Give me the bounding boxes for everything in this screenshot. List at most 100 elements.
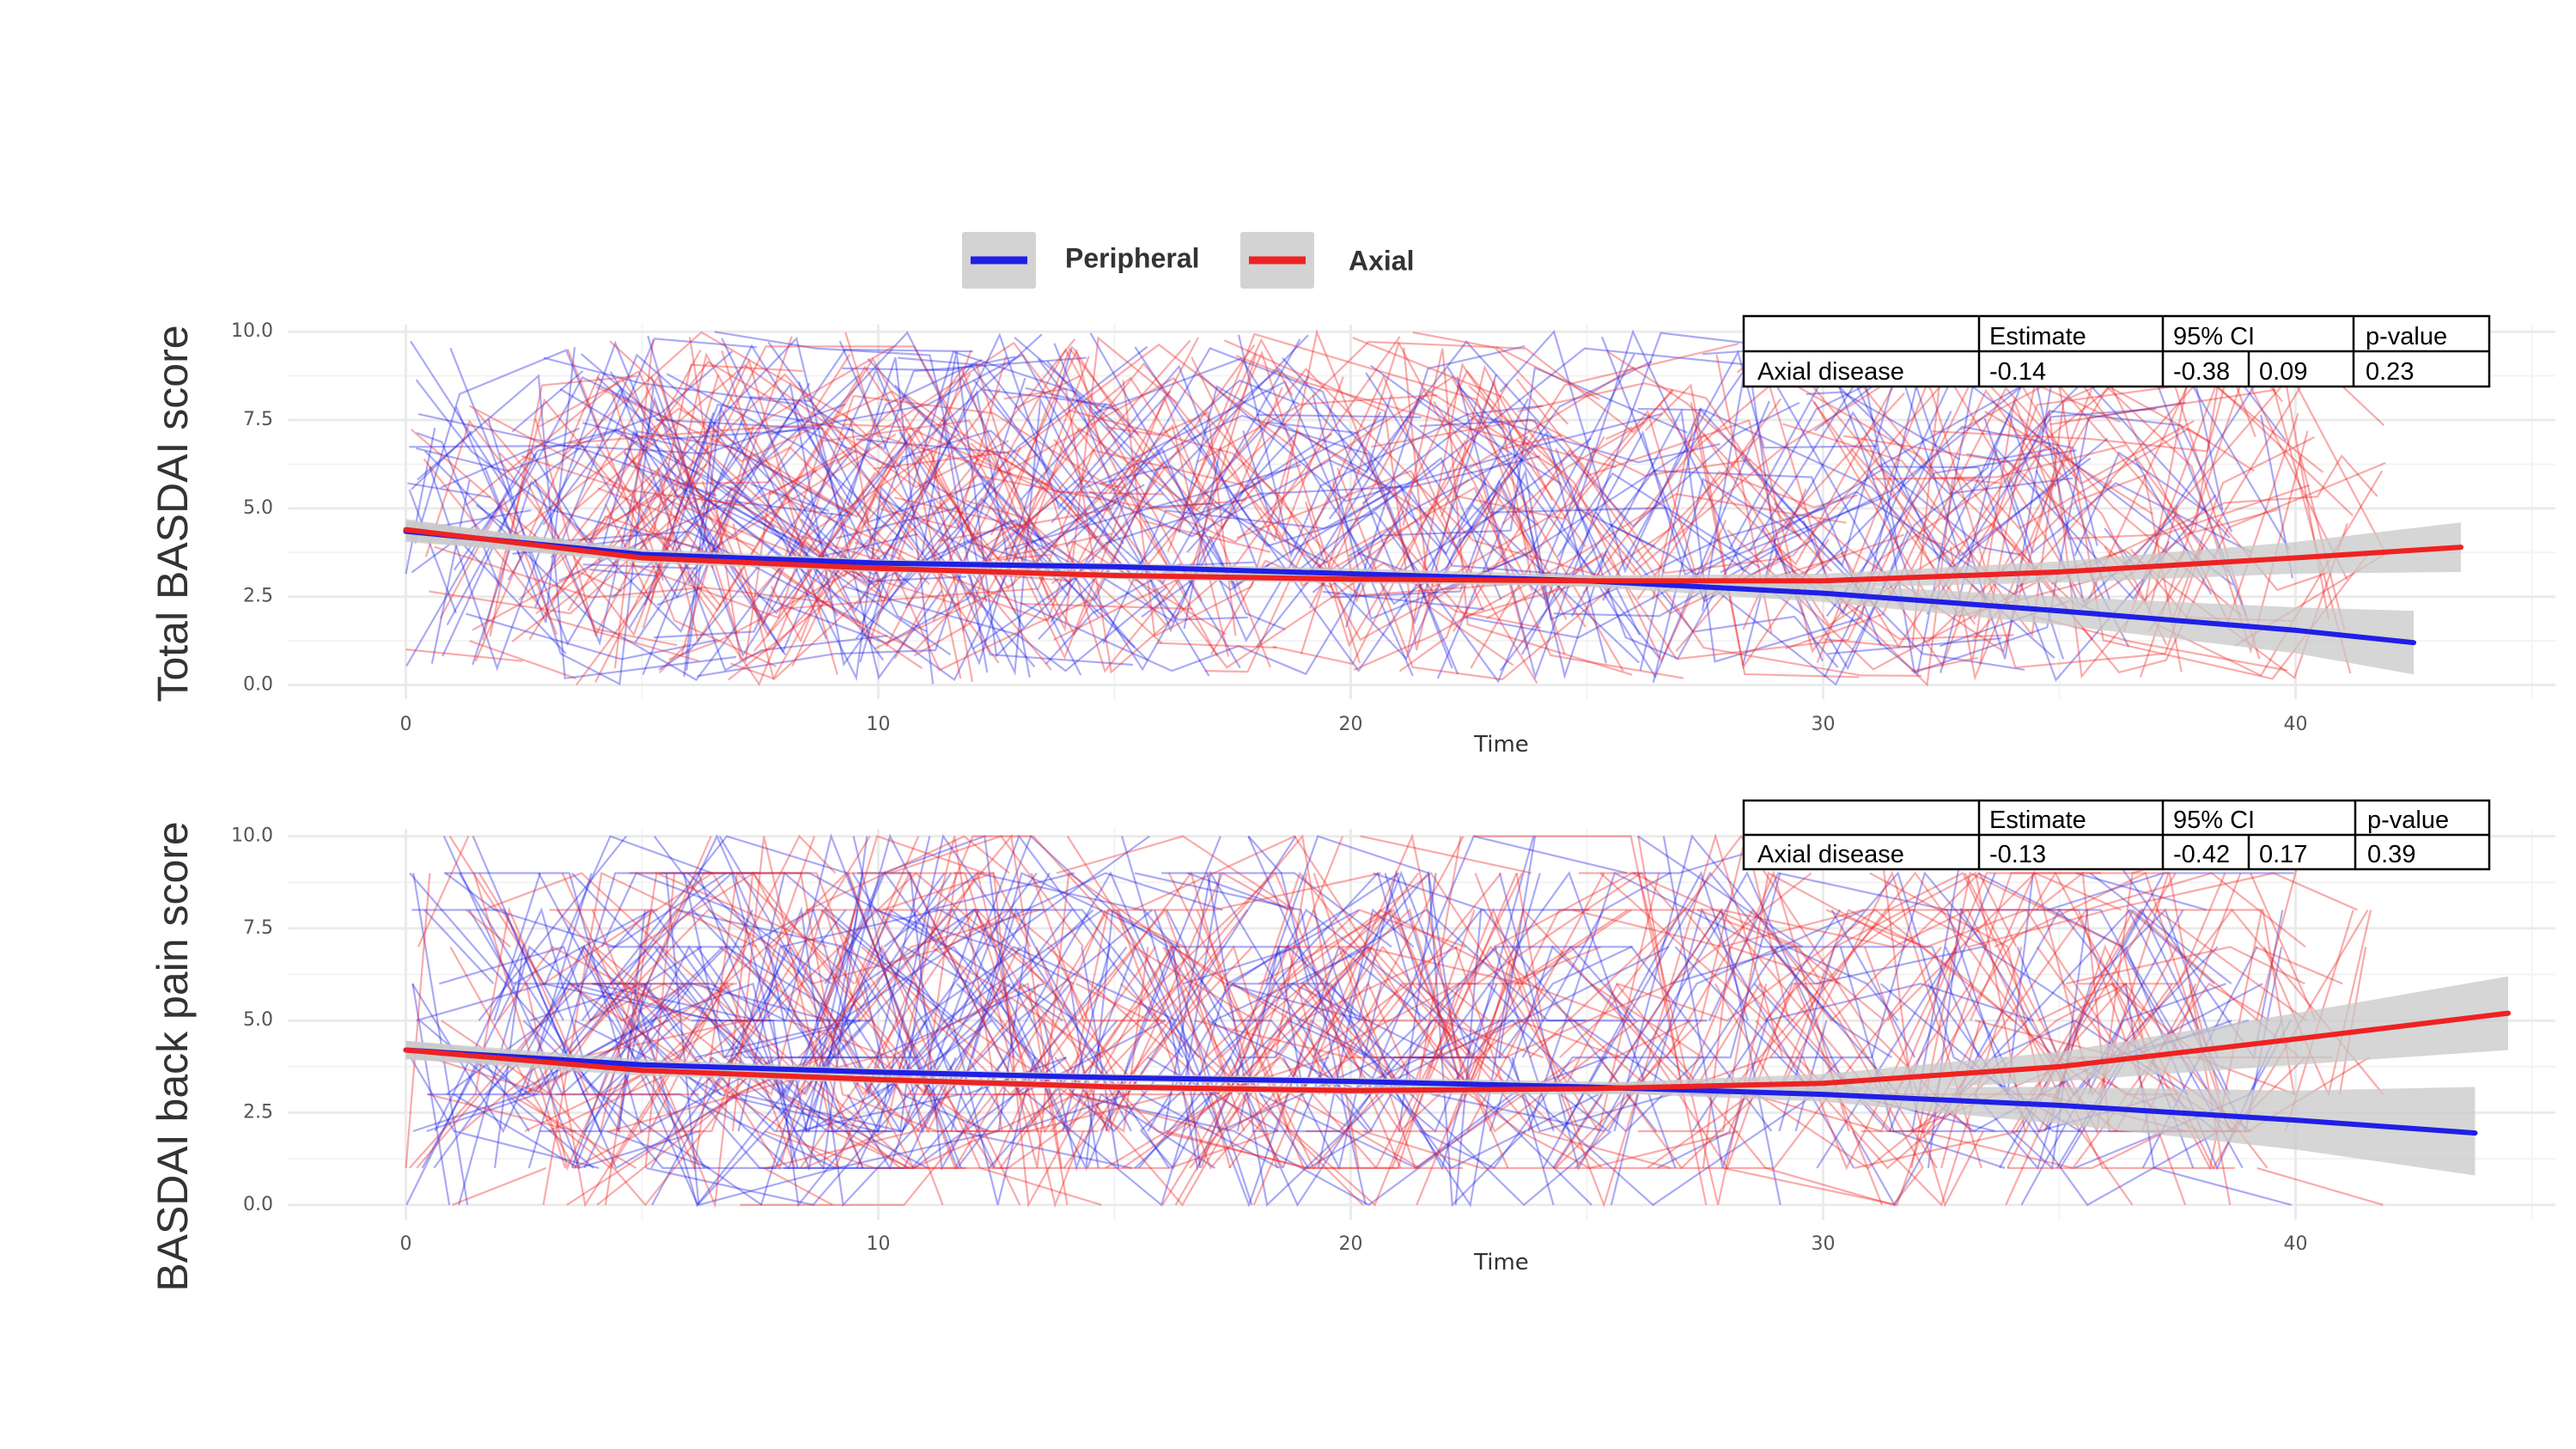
- trajectory-peripheral: [1183, 446, 1222, 630]
- legend-label-axial: Axial: [1349, 245, 1414, 276]
- trajectory-axial: [1919, 982, 2270, 1170]
- trajectory-peripheral: [411, 403, 846, 574]
- trajectory-axial: [1362, 1129, 1602, 1169]
- trajectory-peripheral: [1576, 508, 1656, 548]
- trajectory-peripheral: [430, 479, 471, 664]
- legend-item-peripheral: Peripheral: [962, 232, 1200, 289]
- trajectory-peripheral: [1419, 873, 1781, 1170]
- trajectory-axial: [732, 836, 910, 1169]
- trajectory-axial: [1442, 983, 1490, 1022]
- trajectory-peripheral: [1044, 563, 1241, 669]
- trajectory-axial: [1318, 983, 1460, 1059]
- trajectory-peripheral: [718, 836, 1038, 1097]
- legend: Peripheral Axial: [962, 232, 1414, 289]
- trajectory-peripheral: [570, 872, 1178, 1059]
- trajectory-peripheral: [1888, 401, 2186, 674]
- trajectory-axial: [629, 872, 1099, 1133]
- trajectory-axial: [591, 870, 958, 1209]
- trajectory-peripheral: [2124, 946, 2283, 1171]
- trajectory-axial: [824, 833, 1063, 1169]
- trajectory-axial: [534, 353, 851, 638]
- trajectory-axial: [2011, 909, 2295, 1132]
- trajectory-axial: [1134, 367, 1606, 582]
- trajectory-peripheral: [1456, 385, 1503, 429]
- trajectory-axial: [879, 908, 1245, 1132]
- ci-ribbon-axial: [405, 976, 2508, 1095]
- trajectory-axial: [1063, 946, 1223, 1169]
- y-axis-label: BASDAI back pain score: [149, 821, 197, 1292]
- trajectory-peripheral: [1237, 334, 1544, 558]
- table-cell-pvalue: 0.23: [2366, 358, 2414, 386]
- trajectory-peripheral: [1140, 1093, 1280, 1169]
- trajectory-axial: [1276, 533, 1508, 597]
- trajectory-axial: [1254, 836, 1344, 1058]
- trajectory-axial: [740, 1093, 1029, 1206]
- trajectory-peripheral: [1026, 909, 1360, 1207]
- x-tick-label: 0: [400, 714, 412, 735]
- x-tick-label: 20: [1339, 1233, 1363, 1255]
- trajectory-peripheral: [1065, 411, 1382, 642]
- trajectory-peripheral: [1384, 873, 1816, 1207]
- trajectory-peripheral: [444, 872, 780, 1133]
- trajectory-axial: [1030, 873, 1166, 1022]
- trajectory-peripheral: [1652, 478, 1801, 684]
- trajectory-peripheral: [486, 1020, 669, 1096]
- trajectory-peripheral: [1207, 835, 1628, 1096]
- trajectory-axial: [597, 487, 755, 547]
- trajectory-axial: [503, 407, 854, 545]
- trajectory-peripheral: [574, 983, 653, 1169]
- trajectory-axial: [917, 428, 1019, 552]
- trajectory-peripheral: [582, 422, 831, 582]
- trajectory-axial: [1440, 1020, 1544, 1059]
- trajectory-peripheral: [1312, 360, 1752, 620]
- trajectory-axial: [784, 449, 1256, 610]
- trajectory-peripheral: [1852, 908, 2147, 1208]
- trajectory-axial: [799, 871, 1289, 1169]
- trajectory-axial: [1970, 870, 2173, 1097]
- trajectory-peripheral: [591, 906, 1016, 1208]
- trajectory-peripheral: [542, 983, 872, 1022]
- trajectory-peripheral: [650, 982, 799, 1169]
- trajectory-axial: [1932, 333, 2239, 453]
- trajectory-axial: [861, 871, 1278, 1169]
- trajectory-peripheral: [737, 909, 1075, 1132]
- trajectory-axial: [894, 496, 1032, 530]
- trajectory-peripheral: [1365, 372, 1546, 600]
- trajectory-peripheral: [1816, 946, 1958, 1169]
- trajectory-axial: [1370, 418, 1751, 477]
- trajectory-peripheral: [846, 910, 980, 1171]
- trajectory-axial: [668, 388, 1001, 661]
- trajectory-axial: [1235, 355, 1617, 469]
- trajectory-axial: [605, 350, 972, 644]
- trajectory-axial: [886, 448, 1133, 648]
- trajectory-peripheral: [645, 1020, 992, 1207]
- trajectory-axial: [1191, 356, 1684, 679]
- trajectory-axial: [474, 373, 600, 662]
- trajectory-axial: [1501, 421, 1646, 525]
- trajectory-axial: [1050, 909, 1249, 1132]
- trajectory-peripheral: [1251, 478, 1542, 599]
- trajectory-axial: [1105, 836, 1465, 1169]
- trajectory-peripheral: [1085, 414, 1453, 669]
- trajectory-axial: [688, 337, 898, 661]
- trajectory-peripheral: [1046, 360, 1440, 587]
- table-cell-ci-low: -0.38: [2173, 358, 2230, 386]
- trajectory-peripheral: [1143, 909, 1369, 1132]
- trajectory-axial: [631, 357, 838, 675]
- trajectory-peripheral: [1020, 983, 1077, 1022]
- trajectory-axial: [1769, 871, 2018, 1022]
- trajectory-peripheral: [1490, 507, 1816, 603]
- panel-total-basdai: 0.0 2.5 5.0 7.5 10.0 0 10 20 30 40 Time Total BA…: [149, 314, 2555, 758]
- x-tick-label: 20: [1339, 714, 1363, 735]
- trajectory-peripheral: [624, 441, 909, 615]
- trajectory-peripheral: [478, 835, 627, 1021]
- trajectory-peripheral: [1560, 909, 1866, 1133]
- trajectory-peripheral: [800, 518, 967, 583]
- legend-label-peripheral: Peripheral: [1065, 242, 1200, 273]
- trajectory-axial: [701, 419, 1047, 627]
- trajectory-axial: [1452, 447, 1922, 677]
- trajectory-peripheral: [1089, 332, 1238, 590]
- trajectory-axial: [1252, 832, 1520, 1206]
- trajectory-peripheral: [1017, 909, 1154, 1022]
- trajectory-axial: [703, 1020, 749, 1058]
